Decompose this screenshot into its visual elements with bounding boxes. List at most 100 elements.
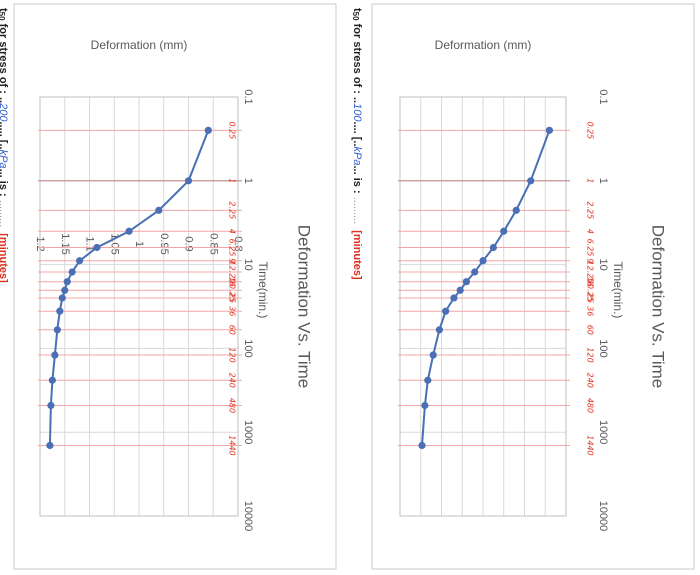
y-axis-title: Deformation (mm) — [435, 38, 532, 52]
x-tick-label: 10000 — [597, 501, 609, 532]
x-tick-label: 0.1 — [597, 89, 609, 104]
x-tick-label: 1000 — [597, 420, 609, 444]
data-point — [421, 401, 429, 410]
x-tick-label: 10 — [242, 258, 254, 270]
time-annotation: 20.25 — [586, 279, 595, 302]
data-point — [58, 294, 66, 302]
series-line — [421, 129, 551, 446]
x-tick-label: 100 — [242, 339, 254, 357]
chart-title: Deformation Vs. Time — [295, 225, 314, 388]
time-annotation: 4 — [586, 229, 595, 234]
data-point — [435, 326, 444, 334]
time-annotation: 1 — [228, 178, 237, 183]
time-annotation: 16 — [228, 277, 237, 287]
data-point — [125, 227, 133, 235]
data-point — [63, 278, 71, 286]
data-point — [155, 206, 163, 214]
data-point — [48, 376, 56, 384]
time-annotation: 12.25 — [586, 261, 595, 284]
data-point — [450, 294, 458, 302]
data-point — [56, 307, 64, 315]
time-annotation: 25 — [586, 293, 595, 303]
chart-panel-2: 0.80.850.90.9511.051.11.151.20.111010010… — [0, 3, 337, 570]
plot-area — [399, 96, 567, 517]
stress-value: 100 — [351, 103, 363, 122]
stress-value: 200 — [0, 102, 9, 122]
time-annotation: 6.25 — [228, 239, 237, 257]
caption-t50: t50 for stress of : ..200..... [..kPa...… — [0, 8, 9, 283]
data-point — [456, 286, 464, 294]
y-tick-label: 1 — [133, 241, 145, 247]
data-point — [471, 268, 479, 276]
time-annotation: 6.25 — [586, 239, 595, 257]
data-point — [489, 243, 497, 252]
time-annotation: 2.25 — [586, 201, 595, 219]
data-point — [462, 278, 470, 286]
data-point — [424, 376, 432, 384]
time-annotation: 9 — [586, 258, 595, 263]
chart-frame — [371, 3, 695, 570]
data-point — [93, 243, 101, 252]
y-tick-label: 1.15 — [59, 233, 71, 254]
stress-unit: kPa — [351, 147, 363, 166]
caption-t50: t50 for stress of : ..100.... [..kPa... … — [351, 8, 363, 280]
time-annotation: 0.25 — [228, 121, 237, 139]
data-point — [184, 177, 193, 185]
time-annotation: 1440 — [586, 435, 595, 455]
data-point — [442, 307, 450, 315]
time-annotation: 0.25 — [586, 121, 595, 139]
x-tick-label: 1 — [242, 178, 254, 184]
time-annotation: 1440 — [228, 435, 237, 455]
data-point — [418, 441, 426, 450]
x-tick-label: 10 — [597, 258, 609, 270]
time-annotation: 20.25 — [228, 279, 237, 302]
time-annotation: 36 — [228, 306, 237, 316]
series-line — [48, 129, 210, 446]
data-point — [479, 257, 487, 265]
time-annotation: 1 — [586, 178, 595, 183]
data-point — [53, 326, 61, 334]
data-point — [204, 126, 212, 134]
y-tick-label: 0.85 — [207, 233, 219, 254]
y-tick-label: 0.9 — [183, 236, 195, 251]
chart-frame — [13, 3, 337, 570]
plot-area — [39, 96, 239, 517]
time-annotation: 25 — [228, 293, 237, 303]
y-tick-label: 0.95 — [158, 233, 170, 254]
time-annotation: 12.25 — [228, 261, 237, 284]
time-annotation: 60 — [586, 325, 595, 335]
time-annotation: 120 — [586, 347, 595, 362]
time-annotation: 36 — [586, 306, 595, 316]
x-axis-title: Time(min.) — [611, 262, 625, 319]
x-tick-label: 100 — [597, 339, 609, 357]
x-tick-label: 1 — [597, 178, 609, 184]
data-point — [545, 126, 554, 134]
data-point — [76, 257, 84, 265]
chart-title: Deformation Vs. Time — [649, 225, 668, 388]
data-point — [429, 351, 437, 359]
time-annotation: 2.25 — [228, 201, 237, 219]
y-tick-label: 1.05 — [108, 233, 120, 254]
time-annotation: 120 — [228, 347, 237, 362]
time-annotation: 16 — [586, 277, 595, 287]
x-tick-label: 10000 — [242, 501, 254, 532]
x-axis-title: Time(min.) — [256, 262, 270, 319]
time-annotation: 480 — [228, 398, 237, 413]
time-annotation: 60 — [228, 325, 237, 335]
data-point — [527, 177, 535, 185]
y-axis-title: Deformation (mm) — [91, 38, 188, 52]
time-annotation: 240 — [586, 373, 595, 388]
x-tick-label: 1000 — [242, 420, 254, 444]
x-tick-label: 0.1 — [242, 89, 254, 104]
stress-unit: kPa — [0, 150, 9, 169]
data-point — [68, 268, 76, 276]
data-point — [46, 441, 54, 450]
data-point — [47, 401, 55, 410]
time-annotation: 240 — [228, 373, 237, 388]
data-point — [500, 227, 508, 235]
data-point — [61, 286, 69, 294]
time-annotation: 9 — [228, 258, 237, 263]
time-annotation: 4 — [228, 229, 237, 234]
data-point — [51, 351, 59, 359]
